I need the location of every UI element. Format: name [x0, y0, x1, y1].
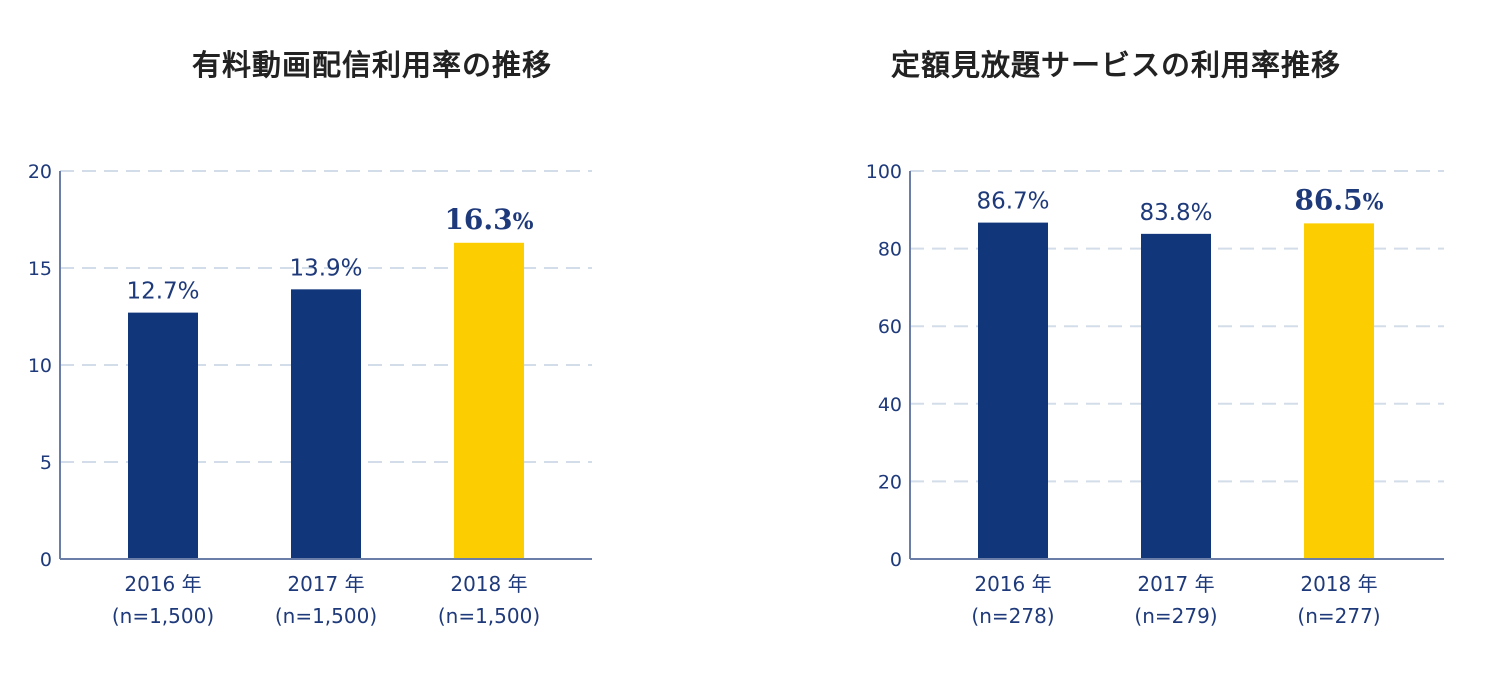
bar — [291, 289, 361, 559]
x-category-note: (n=277) — [1297, 604, 1380, 628]
x-category-note: (n=1,500) — [112, 604, 214, 628]
x-category-label: 2017 年 — [287, 572, 364, 596]
bar — [128, 312, 198, 559]
y-tick-label: 80 — [878, 239, 902, 261]
chart-title: 定額見放題サービスの利用率推移 — [890, 48, 1341, 82]
data-label: 86.7% — [976, 189, 1049, 215]
bar — [1304, 223, 1374, 559]
y-tick-label: 100 — [866, 161, 902, 183]
y-tick-label: 60 — [878, 316, 902, 338]
chart-title: 有料動画配信利用率の推移 — [191, 48, 552, 82]
bar-chart: 0 20 40 60 80 100 86.7% 2016 年 (n=278) 83.8% 2017 … — [866, 161, 1444, 628]
y-tick-label: 40 — [878, 394, 902, 416]
data-label: 16.3% — [444, 203, 533, 236]
x-category-label: 2016 年 — [974, 572, 1051, 596]
y-tick-label: 20 — [28, 161, 52, 183]
bar — [978, 222, 1048, 559]
data-label: 12.7% — [126, 279, 199, 305]
x-category-label: 2018 年 — [450, 572, 527, 596]
x-category-note: (n=278) — [971, 604, 1054, 628]
bar — [454, 242, 524, 559]
y-tick-label: 0 — [890, 549, 902, 571]
y-tick-label: 0 — [40, 549, 52, 571]
data-label: 83.8% — [1139, 200, 1212, 226]
y-tick-label: 5 — [40, 452, 52, 474]
data-label: 13.9% — [289, 255, 362, 281]
x-category-label: 2016 年 — [124, 572, 201, 596]
y-tick-label: 20 — [878, 471, 902, 493]
x-category-note: (n=1,500) — [438, 604, 540, 628]
x-category-label: 2017 年 — [1137, 572, 1214, 596]
data-label: 86.5% — [1294, 183, 1383, 216]
x-category-note: (n=279) — [1134, 604, 1217, 628]
bar-chart: 0 5 10 15 20 12.7% 2016 年 (n=1,500) 13.9% 2017 年 (… — [28, 161, 592, 628]
x-category-label: 2018 年 — [1300, 572, 1377, 596]
bar — [1141, 233, 1211, 559]
chart-panel-subscription-rate: 定額見放題サービスの利用率推移 0 20 40 60 80 100 86.7% 2016 年 (… — [744, 0, 1488, 674]
y-tick-label: 10 — [28, 355, 52, 377]
x-category-note: (n=1,500) — [275, 604, 377, 628]
chart-panel-usage-rate: 有料動画配信利用率の推移 0 5 10 15 20 12.7% 2016 年 (n=1,500… — [28, 48, 592, 628]
y-tick-label: 15 — [28, 258, 52, 280]
